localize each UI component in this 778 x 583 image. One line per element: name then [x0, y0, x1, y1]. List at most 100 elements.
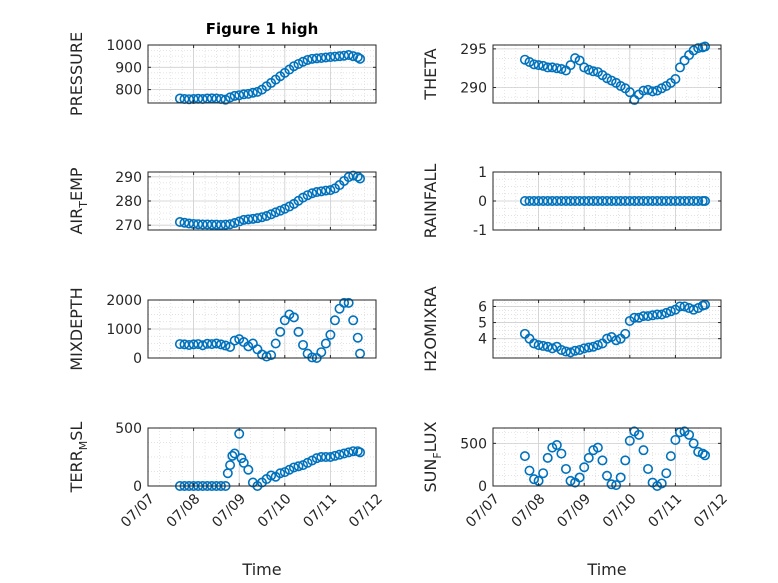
data-point — [684, 429, 695, 440]
data-point — [560, 463, 571, 474]
y-axis-label: AIRTEMP — [67, 167, 90, 234]
data-point — [225, 341, 236, 352]
y-tick-label: 0 — [478, 479, 487, 495]
data-point — [656, 478, 667, 489]
y-tick-label: 290 — [115, 170, 142, 186]
data-point — [592, 340, 603, 351]
data-point — [574, 55, 585, 66]
data-point — [606, 479, 617, 490]
x-tick-label: 07/09 — [209, 491, 249, 531]
plot-area — [493, 300, 721, 358]
x-tick-label: 07/07 — [463, 491, 503, 531]
data-point — [343, 50, 354, 61]
data-point — [700, 299, 711, 310]
y-axis-label: SUNFLUX — [421, 421, 444, 492]
y-tick-label: 290 — [460, 81, 487, 97]
data-point — [643, 311, 654, 322]
data-point — [355, 447, 366, 458]
data-point — [320, 338, 331, 349]
x-tick-label: 07/08 — [164, 491, 204, 531]
chart-title: Figure 1 high — [206, 20, 319, 38]
data-point — [179, 217, 190, 228]
axes-box — [492, 427, 722, 487]
y-tick-label: 0 — [478, 194, 487, 210]
data-point — [339, 448, 350, 459]
data-point — [197, 340, 208, 351]
axes-box — [492, 299, 722, 359]
data-point — [243, 88, 254, 99]
data-point — [266, 470, 277, 481]
y-tick-label: 270 — [115, 218, 142, 234]
panel-air-temp: 270 280 290 AIRTEMP — [67, 167, 377, 235]
data-point — [236, 453, 247, 464]
data-point — [302, 54, 313, 65]
data-point — [238, 457, 249, 468]
data-point — [679, 301, 690, 312]
data-point — [670, 434, 681, 445]
data-point — [538, 60, 549, 71]
panel-theta: 290 295 THETA — [421, 41, 722, 105]
data-point — [615, 472, 626, 483]
data-point — [325, 451, 336, 462]
y-tick-label: 2000 — [106, 293, 142, 309]
data-point — [624, 435, 635, 446]
x-tick-label: 07/11 — [300, 491, 340, 531]
data-point — [529, 474, 540, 485]
data-point — [238, 214, 249, 225]
data-point — [533, 340, 544, 351]
x-tick-label: 07/08 — [509, 491, 549, 531]
y-tick-label: 6 — [478, 299, 487, 315]
data-point — [302, 190, 313, 201]
data-point — [293, 461, 304, 472]
y-tick-label: 1000 — [106, 38, 142, 54]
data-point — [574, 472, 585, 483]
data-point — [220, 219, 231, 230]
data-point — [579, 462, 590, 473]
data-point — [275, 468, 286, 479]
data-point — [352, 52, 363, 63]
data-point — [652, 309, 663, 320]
data-point — [215, 339, 226, 350]
data-point — [688, 438, 699, 449]
data-point — [252, 213, 263, 224]
data-point — [256, 212, 267, 223]
data-point — [700, 196, 711, 207]
data-point — [656, 309, 667, 320]
panel-sun-flux: 0 500 07/07 07/08 07/09 07/10 07/11 07/12 Time SU… — [421, 421, 731, 579]
data-point — [329, 315, 340, 326]
data-point — [588, 66, 599, 77]
y-axis-label: THETA — [421, 48, 440, 100]
data-point — [693, 196, 704, 207]
y-tick-label: 295 — [460, 42, 487, 58]
data-point — [611, 335, 622, 346]
data-point — [298, 339, 309, 350]
data-point — [293, 326, 304, 337]
data-point — [334, 449, 345, 460]
panel-h2omixra: 456 H2OMIXRA — [421, 286, 722, 372]
data-point — [320, 185, 331, 196]
axes-box — [147, 427, 377, 487]
data-point — [316, 52, 327, 63]
data-point — [334, 51, 345, 62]
y-axis-label: PRESSURE — [67, 32, 86, 116]
y-tick-label: 4 — [478, 332, 487, 348]
data-point — [688, 304, 699, 315]
data-point — [565, 60, 576, 71]
data-point — [579, 343, 590, 354]
data-point — [529, 338, 540, 349]
data-point — [601, 333, 612, 344]
data-point — [307, 53, 318, 64]
data-point — [551, 63, 562, 74]
data-point — [674, 301, 685, 312]
data-point — [225, 219, 236, 230]
x-axis-label: Time — [586, 560, 626, 579]
data-point — [270, 338, 281, 349]
data-point — [629, 312, 640, 323]
data-point — [229, 448, 240, 459]
axes-box — [147, 44, 377, 104]
data-point — [556, 344, 567, 355]
data-point — [665, 451, 676, 462]
data-point — [329, 450, 340, 461]
y-tick-label: 500 — [115, 421, 142, 437]
